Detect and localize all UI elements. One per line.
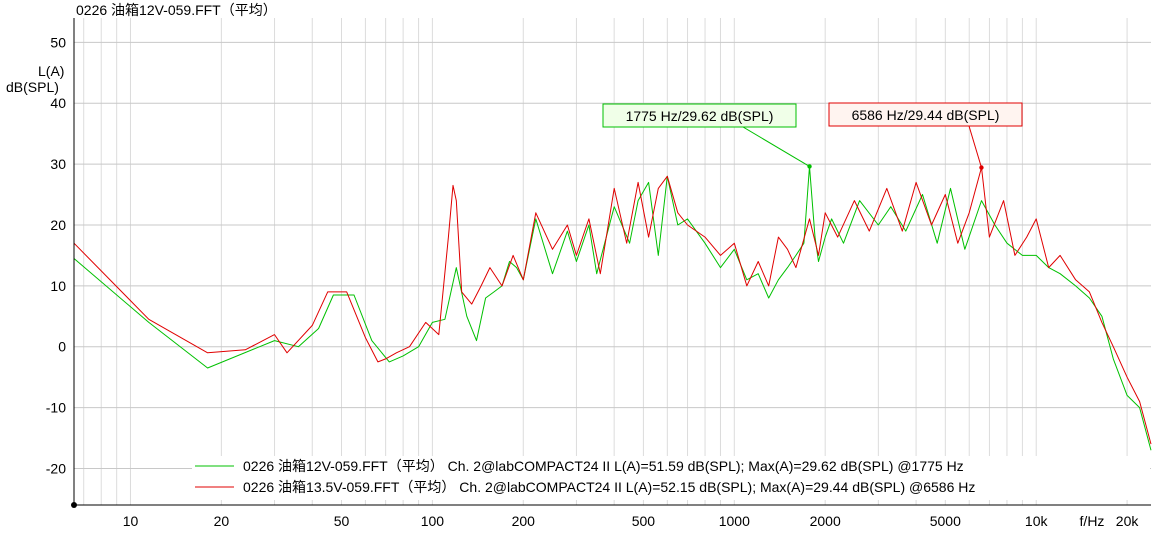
x-tick-label: 20k bbox=[1116, 513, 1140, 529]
x-tick-label: 10 bbox=[123, 513, 139, 529]
grid-lines bbox=[74, 18, 1151, 505]
x-tick-label: 200 bbox=[512, 513, 536, 529]
legend-box bbox=[192, 456, 1150, 500]
origin-marker bbox=[71, 502, 77, 508]
chart-title: 0226 油箱12V-059.FFT（平均） bbox=[76, 2, 277, 18]
y-axis-label-line1: L(A) bbox=[38, 63, 65, 79]
legend: 0226 油箱12V-059.FFT（平均） Ch. 2@labCOMPACT2… bbox=[192, 456, 1150, 500]
y-axis-label-line2: dB(SPL) bbox=[6, 79, 59, 95]
series-line-1 bbox=[73, 165, 1152, 451]
annotation-layer: 1775 Hz/29.62 dB(SPL) 6586 Hz/29.44 dB(SP… bbox=[602, 102, 1023, 170]
x-tick-label: 20 bbox=[214, 513, 230, 529]
legend-label-2: 0226 油箱13.5V-059.FFT（平均） Ch. 2@labCOMPAC… bbox=[243, 479, 975, 495]
y-tick-label: 20 bbox=[50, 217, 66, 233]
x-tick-label: 10k bbox=[1025, 513, 1049, 529]
y-tick-label: 40 bbox=[50, 95, 66, 111]
series-layer bbox=[73, 165, 1152, 451]
annotation-leader bbox=[968, 125, 982, 168]
annotation-box bbox=[602, 103, 797, 128]
x-tick-label: 50 bbox=[334, 513, 350, 529]
legend-label-1: 0226 油箱12V-059.FFT（平均） Ch. 2@labCOMPACT2… bbox=[243, 458, 964, 474]
y-tick-label: -20 bbox=[46, 460, 66, 476]
y-tick-label: 30 bbox=[50, 156, 66, 172]
annotation-box bbox=[828, 102, 1023, 127]
annotation-label: 6586 Hz/29.44 dB(SPL) bbox=[852, 107, 1000, 123]
annotation-marker bbox=[979, 165, 984, 170]
x-tick-label: 500 bbox=[632, 513, 656, 529]
x-tick-label: 1000 bbox=[719, 513, 750, 529]
annotation-label: 1775 Hz/29.62 dB(SPL) bbox=[626, 108, 774, 124]
y-tick-label: 0 bbox=[58, 339, 66, 355]
x-tick-label: 5000 bbox=[930, 513, 961, 529]
series-line-2 bbox=[73, 167, 1152, 445]
x-axis-label: f/Hz bbox=[1080, 513, 1105, 529]
y-tick-label: 50 bbox=[50, 34, 66, 50]
y-tick-label: 10 bbox=[50, 278, 66, 294]
y-tick-label: -10 bbox=[46, 400, 66, 416]
annotation-leader bbox=[742, 126, 810, 167]
annotation-marker bbox=[807, 164, 812, 169]
plot-area bbox=[74, 18, 1151, 505]
x-tick-label: 2000 bbox=[810, 513, 841, 529]
x-tick-label: 100 bbox=[421, 513, 445, 529]
